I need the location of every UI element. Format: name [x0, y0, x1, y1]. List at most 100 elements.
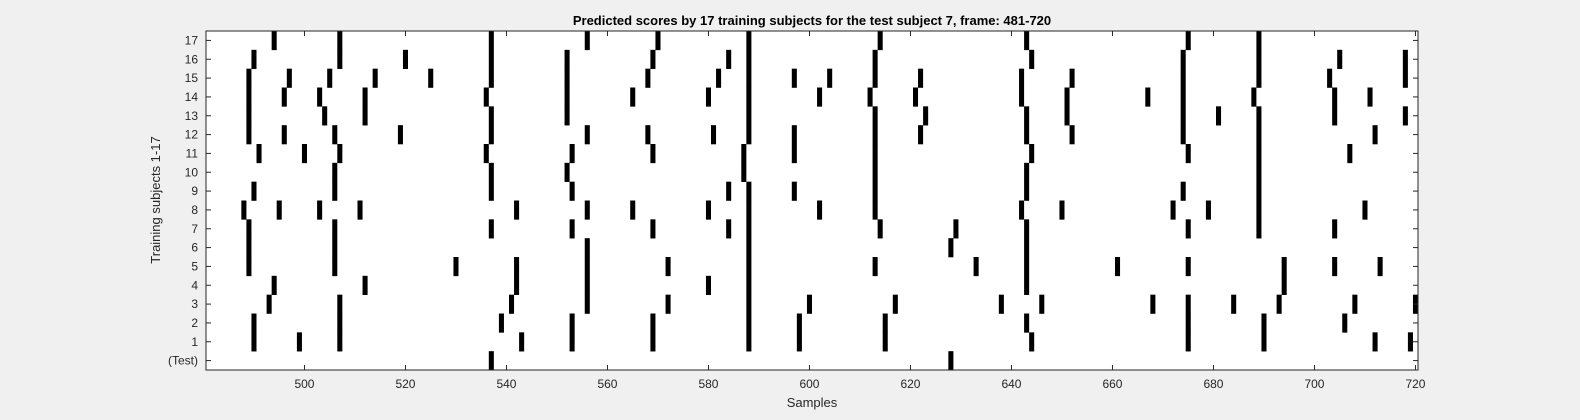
event-mark: [872, 181, 878, 201]
event-mark: [791, 144, 797, 164]
event-mark: [246, 219, 252, 239]
event-mark: [1332, 106, 1338, 126]
event-mark: [1185, 332, 1191, 352]
event-mark: [1216, 106, 1222, 126]
event-mark: [281, 87, 287, 107]
event-mark: [246, 125, 252, 145]
event-mark: [1180, 68, 1186, 88]
event-mark: [337, 144, 343, 164]
event-mark: [488, 49, 494, 69]
event-mark: [1402, 49, 1408, 69]
event-mark: [509, 294, 515, 314]
event-mark: [705, 200, 711, 220]
event-mark: [872, 49, 878, 69]
event-mark: [726, 49, 732, 69]
event-mark: [746, 125, 752, 145]
event-mark: [746, 275, 752, 295]
event-mark: [1024, 125, 1030, 145]
event-mark: [948, 238, 954, 258]
event-mark: [1064, 87, 1070, 107]
event-mark: [337, 294, 343, 314]
event-mark: [1029, 49, 1035, 69]
x-tick-label: 560: [597, 377, 617, 391]
event-mark: [569, 181, 575, 201]
event-mark: [1402, 68, 1408, 88]
chart-title: Predicted scores by 17 training subjects…: [573, 13, 1051, 28]
event-mark: [483, 87, 489, 107]
x-tick-label: 660: [1102, 377, 1122, 391]
event-mark: [726, 219, 732, 239]
event-mark: [872, 125, 878, 145]
event-mark: [569, 144, 575, 164]
event-mark: [1261, 332, 1267, 352]
event-mark: [488, 106, 494, 126]
event-mark: [1256, 219, 1262, 239]
event-mark: [872, 144, 878, 164]
event-mark: [246, 106, 252, 126]
event-mark: [276, 200, 282, 220]
event-mark: [650, 49, 656, 69]
event-mark: [796, 313, 802, 333]
event-mark: [564, 87, 570, 107]
event-mark: [357, 200, 363, 220]
event-mark: [1185, 294, 1191, 314]
event-mark: [584, 200, 590, 220]
event-mark: [872, 106, 878, 126]
event-mark: [286, 68, 292, 88]
event-marks: [241, 31, 1418, 371]
event-mark: [372, 68, 378, 88]
event-mark: [337, 49, 343, 69]
event-mark: [1256, 106, 1262, 126]
event-mark: [564, 68, 570, 88]
plot-area: [206, 31, 1418, 370]
event-mark: [332, 181, 338, 201]
event-mark: [791, 68, 797, 88]
event-mark: [362, 106, 368, 126]
event-mark: [1024, 162, 1030, 182]
event-mark: [337, 31, 343, 51]
y-tick-label: 4: [191, 278, 198, 292]
event-mark: [746, 219, 752, 239]
event-mark: [1332, 87, 1338, 107]
y-tick-label: 3: [191, 297, 198, 311]
y-tick-label: 11: [186, 146, 199, 160]
x-tick-label: 680: [1203, 377, 1223, 391]
event-mark: [872, 68, 878, 88]
event-mark: [256, 144, 262, 164]
event-mark: [271, 31, 277, 51]
event-mark: [519, 332, 525, 352]
x-tick-label: 600: [799, 377, 819, 391]
event-mark: [266, 294, 272, 314]
event-mark: [645, 68, 651, 88]
event-mark: [1372, 332, 1378, 352]
event-mark: [1256, 68, 1262, 88]
y-tick-label: 1: [191, 335, 198, 349]
event-mark: [1059, 200, 1065, 220]
event-mark: [1185, 219, 1191, 239]
event-mark: [1327, 68, 1333, 88]
x-axis-label: Samples: [787, 395, 838, 410]
event-mark: [655, 31, 661, 51]
event-mark: [877, 31, 883, 51]
event-mark: [251, 332, 257, 352]
event-mark: [296, 332, 302, 352]
event-mark: [332, 162, 338, 182]
event-mark: [1064, 106, 1070, 126]
y-tick-label: 16: [185, 52, 199, 66]
event-mark: [564, 162, 570, 182]
y-tick-label: 14: [185, 90, 199, 104]
event-mark: [332, 219, 338, 239]
event-mark: [746, 332, 752, 352]
event-mark: [650, 144, 656, 164]
event-mark: [630, 87, 636, 107]
x-tick-label: 640: [1001, 377, 1021, 391]
event-mark: [1029, 332, 1035, 352]
event-mark: [1256, 144, 1262, 164]
event-mark: [1407, 332, 1413, 352]
event-mark: [1185, 257, 1191, 277]
x-tick-label: 540: [496, 377, 516, 391]
y-tick-label: 13: [185, 109, 199, 123]
event-mark: [337, 332, 343, 352]
y-tick-label: 2: [191, 316, 198, 330]
